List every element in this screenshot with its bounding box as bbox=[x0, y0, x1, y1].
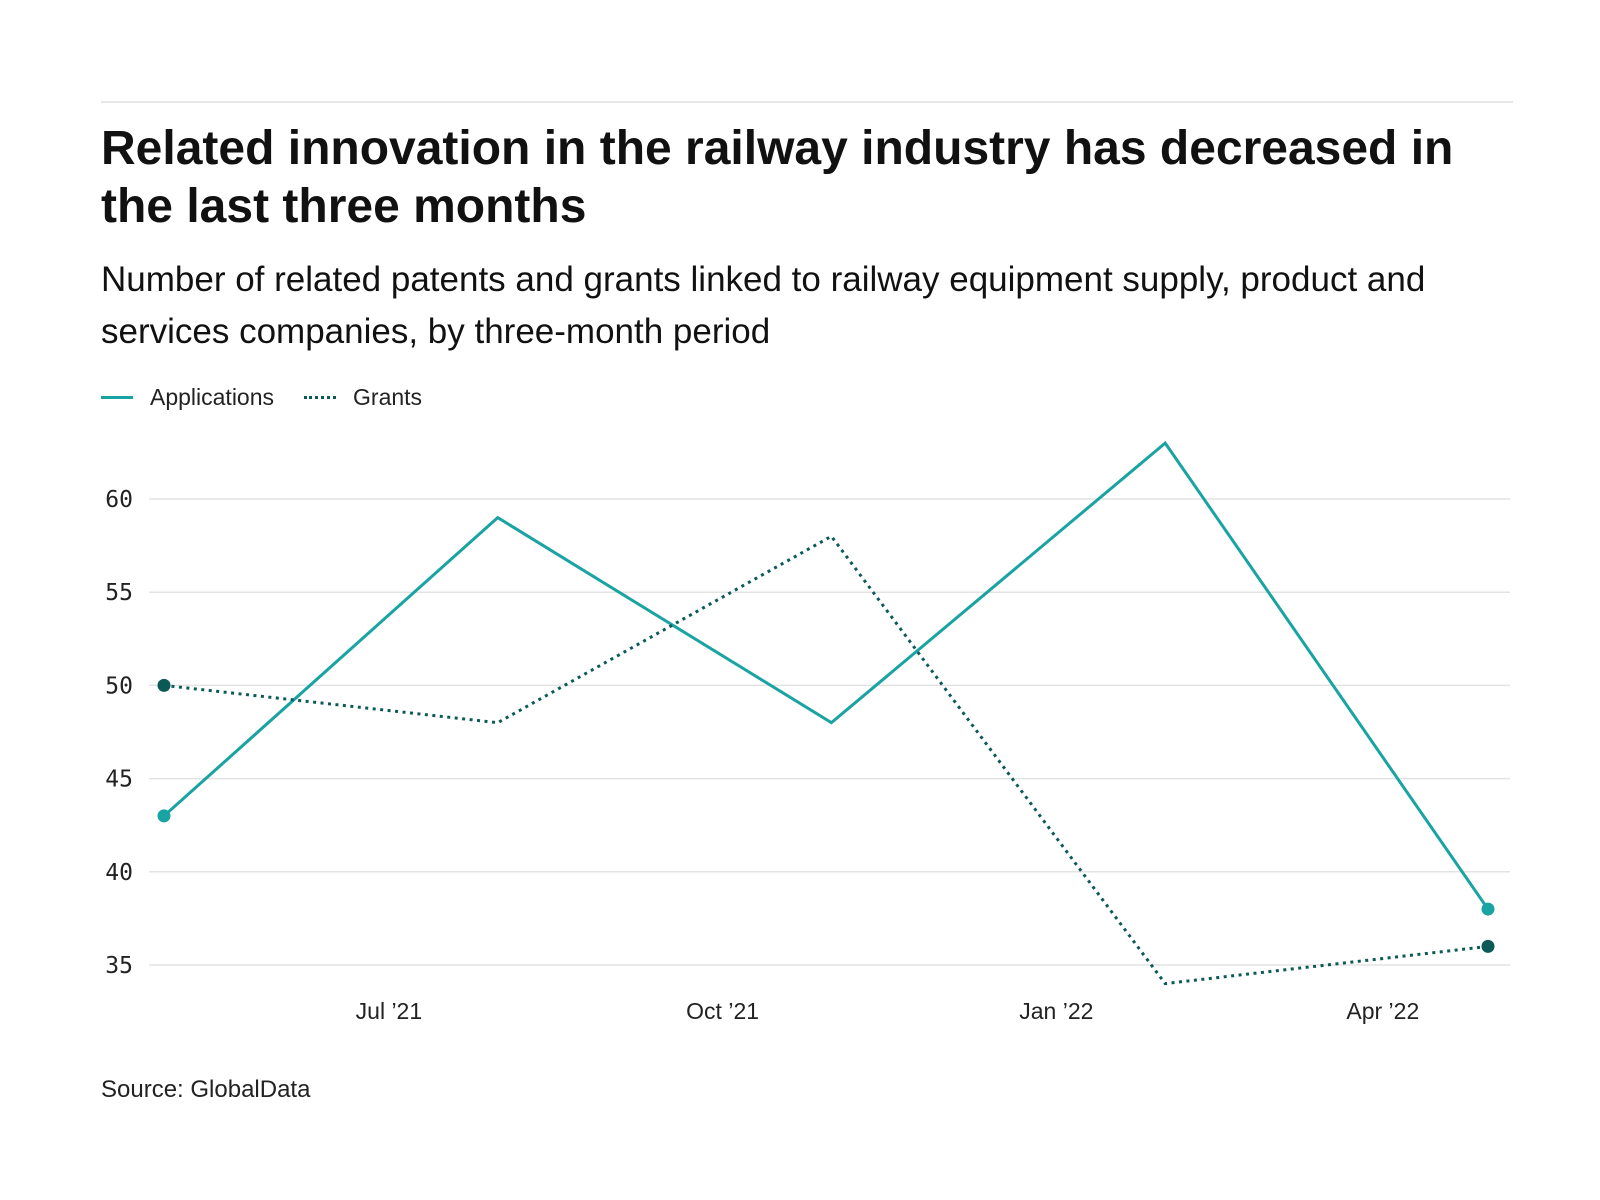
series-point-applications-4 bbox=[1481, 902, 1495, 916]
series-point-grants-4 bbox=[1481, 939, 1495, 953]
chart-subtitle: Number of related patents and grants lin… bbox=[101, 260, 1426, 351]
legend-item-applications: Applications bbox=[101, 384, 274, 411]
chart-title: Related innovation in the railway indust… bbox=[101, 122, 1454, 233]
legend: Applications Grants bbox=[101, 382, 452, 412]
y-tick-label-55: 55 bbox=[105, 580, 133, 606]
y-tick-label-35: 35 bbox=[105, 953, 133, 979]
x-tick-label-0: Jul ’21 bbox=[356, 998, 422, 1024]
legend-swatch-applications bbox=[101, 395, 133, 399]
source-note: Source: GlobalData bbox=[101, 1076, 311, 1103]
y-tick-label-60: 60 bbox=[105, 487, 133, 513]
legend-swatch-grants bbox=[304, 395, 337, 399]
legend-label-applications: Applications bbox=[150, 383, 275, 410]
legend-item-grants: Grants bbox=[304, 384, 422, 411]
line-chart: 35 40 45 50 55 60 Jul ’21 Oct ’21 Jan ’22 Apr ’22 bbox=[105, 440, 1510, 1024]
series-line-applications bbox=[163, 440, 1490, 910]
y-tick-label-40: 40 bbox=[105, 860, 133, 886]
legend-label-grants: Grants bbox=[353, 383, 423, 410]
series-line-grants bbox=[163, 534, 1489, 986]
series-point-grants-0 bbox=[157, 678, 171, 692]
y-tick-label-45: 45 bbox=[105, 767, 133, 793]
y-tick-label-50: 50 bbox=[105, 673, 133, 699]
x-tick-label-1: Oct ’21 bbox=[686, 998, 759, 1024]
top-rule bbox=[101, 101, 1513, 103]
x-tick-label-3: Apr ’22 bbox=[1346, 998, 1419, 1024]
x-tick-label-2: Jan ’22 bbox=[1019, 998, 1093, 1024]
series-point-applications-0 bbox=[157, 809, 171, 823]
